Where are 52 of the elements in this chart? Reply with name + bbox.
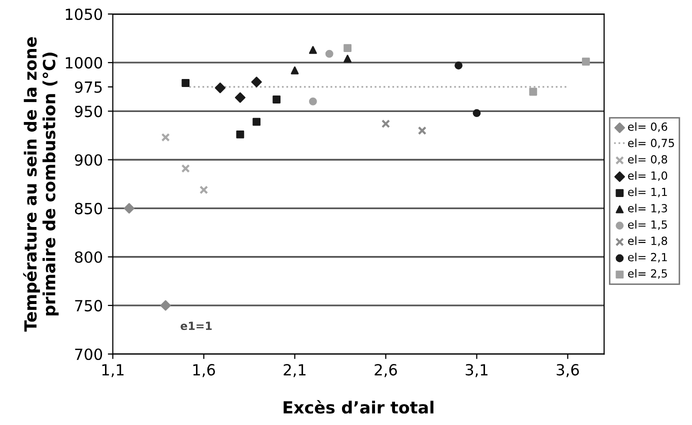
point (161, 133, 170, 142)
point (381, 119, 390, 128)
point (309, 98, 317, 106)
point (182, 79, 190, 87)
legend-label: el= 1,1 (628, 187, 667, 198)
point (309, 46, 317, 54)
point (214, 82, 226, 94)
point (199, 186, 208, 194)
x-axis-title: Excès d’air total (284, 400, 434, 414)
x-tick-label: 2,1 (284, 364, 306, 378)
legend-label: el= 1,3 (628, 204, 667, 214)
legend-label: el= 1,0 (628, 171, 668, 181)
point (325, 50, 334, 58)
point (344, 54, 352, 63)
point (529, 88, 538, 96)
x-tick-label: 1,1 (102, 364, 124, 378)
point (160, 300, 171, 311)
y-tick-label: 1000 (66, 57, 102, 69)
point (418, 126, 426, 135)
y-tick-label: 850 (74, 202, 102, 214)
point (454, 62, 462, 70)
point (582, 58, 590, 66)
y-tick-label: 950 (74, 106, 102, 118)
y-axis-title: Température au sein de la zone primaire de combustion (°C) (23, 37, 59, 332)
point (234, 92, 246, 103)
legend-label: el= 0,6 (628, 122, 668, 132)
point (290, 66, 299, 74)
point (181, 164, 190, 173)
y-tick-label: 1050 (66, 8, 102, 20)
x-tick-label: 3,6 (556, 364, 579, 378)
y-tick-label: 900 (74, 154, 102, 166)
x-tick-label: 2,6 (374, 364, 397, 378)
point (124, 203, 134, 214)
point (252, 118, 261, 126)
legend-label: el= 0,8 (628, 154, 668, 165)
legend-label: el= 1,5 (628, 220, 667, 230)
point (472, 109, 481, 118)
point (236, 130, 244, 138)
point (272, 96, 281, 104)
point (344, 44, 352, 52)
y-tick-label: 975 (74, 81, 102, 93)
legend-label: el= 1,8 (628, 236, 668, 246)
point (251, 76, 262, 88)
x-tick-label: 1,6 (193, 364, 215, 378)
y-tick-label: 800 (74, 251, 102, 263)
legend-label: el= 2,1 (628, 252, 667, 262)
x-tick-label: 3,1 (466, 364, 488, 378)
annotation: e1=1 (180, 322, 212, 330)
y-tick-label: 700 (75, 348, 102, 360)
y-tick-label: 750 (75, 300, 102, 312)
legend-label: el= 2,5 (628, 269, 667, 279)
legend-label: el= 0,75 (628, 138, 674, 148)
